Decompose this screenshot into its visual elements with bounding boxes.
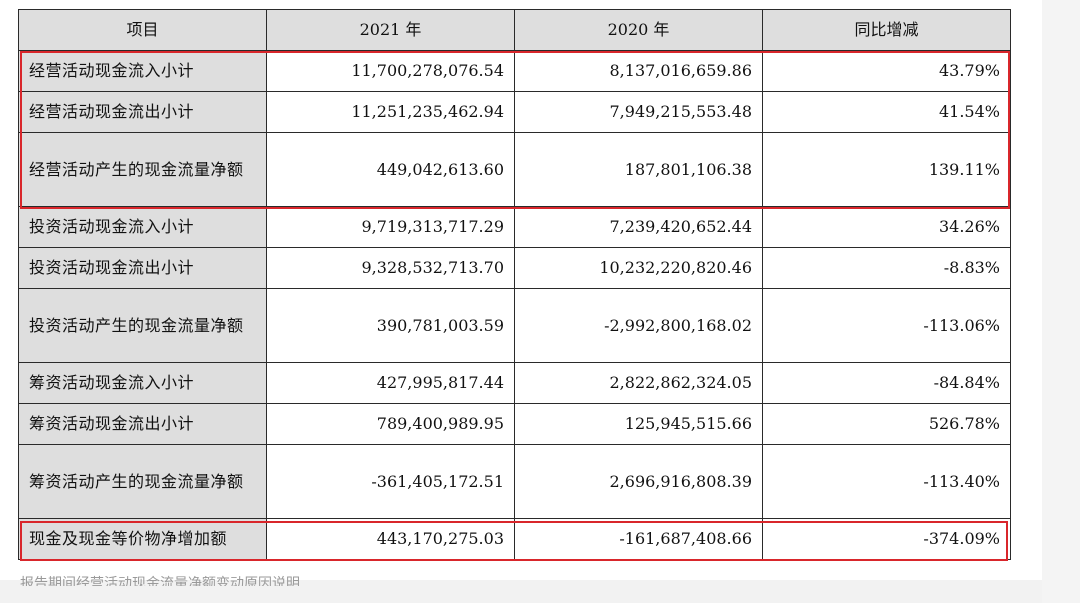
value-2020: 2,822,862,324.05: [514, 362, 763, 404]
value-change: 41.54%: [762, 91, 1011, 133]
value-2021: 789,400,989.95: [266, 403, 515, 445]
table-row: 投资活动产生的现金流量净额 390,781,003.59 -2,992,800,…: [18, 288, 1011, 363]
value-change: 526.78%: [762, 403, 1011, 445]
value-2021: 427,995,817.44: [266, 362, 515, 404]
value-2020: 7,949,215,553.48: [514, 91, 763, 133]
value-change: 34.26%: [762, 206, 1011, 248]
value-change: -8.83%: [762, 247, 1011, 289]
table-row: 投资活动现金流入小计 9,719,313,717.29 7,239,420,65…: [18, 206, 1011, 248]
value-change: -113.06%: [762, 288, 1011, 363]
row-label: 筹资活动产生的现金流量净额: [18, 444, 267, 519]
value-2021: 11,251,235,462.94: [266, 91, 515, 133]
row-label: 筹资活动现金流入小计: [18, 362, 267, 404]
value-2021: 9,719,313,717.29: [266, 206, 515, 248]
table-row: 经营活动现金流出小计 11,251,235,462.94 7,949,215,5…: [18, 91, 1011, 133]
value-2020: 125,945,515.66: [514, 403, 763, 445]
row-label: 经营活动产生的现金流量净额: [18, 132, 267, 207]
value-2020: 2,696,916,808.39: [514, 444, 763, 519]
header-change: 同比增减: [762, 9, 1011, 51]
row-label: 经营活动现金流出小计: [18, 91, 267, 133]
table-row: 筹资活动现金流入小计 427,995,817.44 2,822,862,324.…: [18, 362, 1011, 404]
value-2021: 9,328,532,713.70: [266, 247, 515, 289]
header-2020: 2020 年: [514, 9, 763, 51]
table-row: 经营活动现金流入小计 11,700,278,076.54 8,137,016,6…: [18, 50, 1011, 92]
row-label: 经营活动现金流入小计: [18, 50, 267, 92]
value-change: -84.84%: [762, 362, 1011, 404]
table-row: 投资活动现金流出小计 9,328,532,713.70 10,232,220,8…: [18, 247, 1011, 289]
value-change: 139.11%: [762, 132, 1011, 207]
document-page: 项目 2021 年 2020 年 同比增减 经营活动现金流入小计 11,700,…: [0, 0, 1042, 586]
value-change: -374.09%: [762, 518, 1011, 560]
value-2020: 10,232,220,820.46: [514, 247, 763, 289]
value-change: -113.40%: [762, 444, 1011, 519]
table-header-row: 项目 2021 年 2020 年 同比增减: [18, 9, 1011, 51]
value-2021: 449,042,613.60: [266, 132, 515, 207]
value-2020: 187,801,106.38: [514, 132, 763, 207]
row-label: 投资活动产生的现金流量净额: [18, 288, 267, 363]
value-2021: 11,700,278,076.54: [266, 50, 515, 92]
value-2021: 443,170,275.03: [266, 518, 515, 560]
table-row: 现金及现金等价物净增加额 443,170,275.03 -161,687,408…: [18, 518, 1011, 560]
value-change: 43.79%: [762, 50, 1011, 92]
value-2020: -161,687,408.66: [514, 518, 763, 560]
row-label: 现金及现金等价物净增加额: [18, 518, 267, 560]
table-row: 经营活动产生的现金流量净额 449,042,613.60 187,801,106…: [18, 132, 1011, 207]
table-row: 筹资活动现金流出小计 789,400,989.95 125,945,515.66…: [18, 403, 1011, 445]
right-margin: [1042, 0, 1080, 603]
table-row: 筹资活动产生的现金流量净额 -361,405,172.51 2,696,916,…: [18, 444, 1011, 519]
header-item: 项目: [18, 9, 267, 51]
value-2020: -2,992,800,168.02: [514, 288, 763, 363]
value-2020: 8,137,016,659.86: [514, 50, 763, 92]
row-label: 投资活动现金流入小计: [18, 206, 267, 248]
value-2021: 390,781,003.59: [266, 288, 515, 363]
header-2021: 2021 年: [266, 9, 515, 51]
cash-flow-table: 项目 2021 年 2020 年 同比增减 经营活动现金流入小计 11,700,…: [18, 9, 1011, 560]
row-label: 筹资活动现金流出小计: [18, 403, 267, 445]
row-label: 投资活动现金流出小计: [18, 247, 267, 289]
value-2020: 7,239,420,652.44: [514, 206, 763, 248]
value-2021: -361,405,172.51: [266, 444, 515, 519]
footer-note: 报告期间经营活动现金流量净额变动原因说明: [20, 576, 300, 586]
